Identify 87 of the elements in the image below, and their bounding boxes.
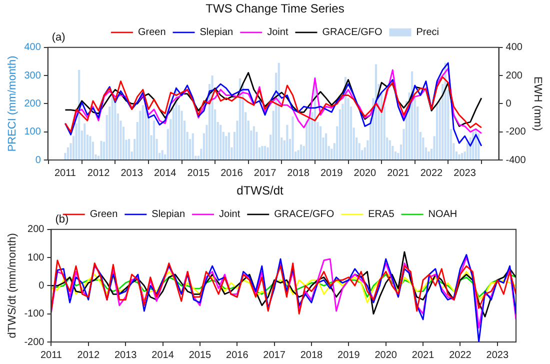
bar <box>261 146 264 160</box>
y-axis-title: PRECI (mm/month) <box>6 56 19 152</box>
x-tick-label: 2022 <box>449 350 472 361</box>
x-tick-label: 2011 <box>54 168 76 179</box>
x-tick-label: 2014 <box>152 350 174 361</box>
x-tick-label: 2013 <box>120 168 144 179</box>
bar <box>428 152 430 160</box>
x-tick-label: 2020 <box>354 168 376 179</box>
bar <box>84 123 86 160</box>
x-tick-label: 2018 <box>300 350 324 361</box>
x-tick-label: 2011 <box>40 350 62 361</box>
bar <box>252 126 255 160</box>
y2-tick-label: 200 <box>506 70 523 82</box>
y-tick-label: 100 <box>28 252 45 264</box>
y2-tick-label: 0 <box>506 98 512 110</box>
y-tick-label: 400 <box>24 42 42 54</box>
bar <box>264 146 266 160</box>
bar <box>161 150 164 160</box>
x-tick-label: 2022 <box>420 168 444 179</box>
legend-label: Joint <box>267 27 288 38</box>
bar <box>325 133 328 160</box>
chart-title: TWS Change Time Series <box>206 2 344 16</box>
y-tick-label: -100 <box>24 308 45 320</box>
y-tick-label: 0 <box>35 154 42 166</box>
y-tick-label: 300 <box>24 70 42 82</box>
x-tick-label: 2015 <box>188 350 212 361</box>
bar <box>66 147 70 160</box>
bar <box>220 124 222 160</box>
y2-tick-label: 400 <box>506 42 523 54</box>
legend-label: GRACE/GFO <box>274 209 334 220</box>
bar <box>319 126 322 160</box>
y2-tick-label: -400 <box>506 154 526 166</box>
x-tick-label: 2020 <box>374 350 398 361</box>
bar <box>436 104 438 160</box>
y-tick-label: 200 <box>28 224 45 236</box>
x-tick-label: 2018 <box>287 168 310 179</box>
legend-label: Green <box>90 209 118 220</box>
y-tick-label: 0 <box>38 280 45 292</box>
bar <box>458 154 460 160</box>
bar <box>128 138 130 160</box>
bar <box>142 105 144 160</box>
bar <box>286 124 288 160</box>
y-tick-label: 200 <box>24 98 42 110</box>
legend-label: ERA5 <box>368 209 395 220</box>
bar <box>111 92 114 160</box>
text: (b) <box>55 213 69 226</box>
bar <box>100 140 102 160</box>
legend-label: Green <box>138 27 166 38</box>
y-axis-title: dTWS/dt (mm/month) <box>6 233 19 338</box>
bar <box>192 133 194 160</box>
y2-tick-label: -200 <box>506 126 526 138</box>
x-tick-label: 2019 <box>320 168 344 179</box>
x-tick-label: 2012 <box>87 168 110 179</box>
x-tick-label: 2015 <box>187 168 210 179</box>
bar <box>306 120 308 160</box>
y-tick-label: -200 <box>24 336 45 348</box>
bar <box>388 140 391 160</box>
legend-label: Slepian <box>152 209 186 220</box>
x-tick-label: 2016 <box>226 350 249 361</box>
x-tick-label: 2012 <box>77 350 100 361</box>
bar <box>292 116 294 160</box>
legend-label: Preci <box>416 27 440 38</box>
bar <box>89 136 92 160</box>
x-tick-label: 2017 <box>263 350 286 361</box>
bar <box>152 120 156 160</box>
x-tick-label: 2019 <box>338 350 360 361</box>
bar <box>300 144 302 160</box>
x-tick-label: 2021 <box>412 350 435 361</box>
x-tick-label: 2016 <box>220 168 244 179</box>
x-tick-label: 2017 <box>254 168 277 179</box>
bar <box>211 76 214 160</box>
text: (a) <box>52 31 66 44</box>
chart-title: dTWS/dt <box>236 184 284 198</box>
bar <box>228 132 230 160</box>
bar <box>460 152 464 160</box>
x-tick-label: 2021 <box>387 168 410 179</box>
legend-label: NOAH <box>428 209 458 220</box>
x-tick-label: 2023 <box>454 168 476 179</box>
x-tick-label: 2023 <box>486 350 509 361</box>
legend-label: GRACE/GFO <box>322 27 382 38</box>
bar <box>225 136 228 160</box>
y-tick-label: 100 <box>24 126 42 138</box>
legend-label: Slepian <box>200 27 234 38</box>
y2-axis-title: EWH (mm) <box>531 76 544 131</box>
x-tick-label: 2014 <box>154 168 177 179</box>
legend-label: Joint <box>219 209 240 220</box>
x-tick-label: 2013 <box>114 350 138 361</box>
